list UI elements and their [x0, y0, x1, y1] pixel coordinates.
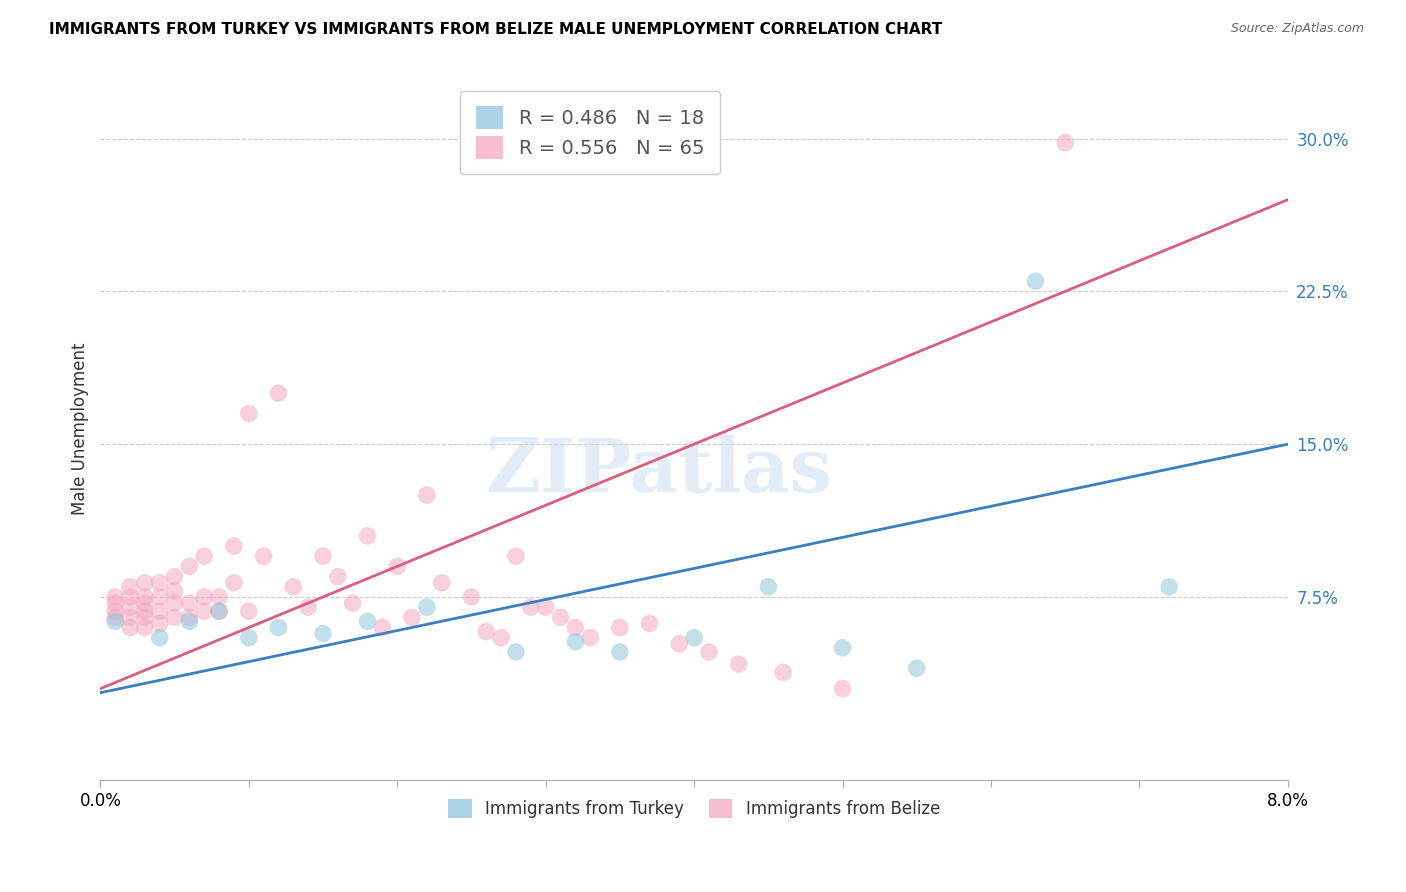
Point [416, 600, 439, 615]
Legend: Immigrants from Turkey, Immigrants from Belize: Immigrants from Turkey, Immigrants from … [441, 792, 946, 825]
Point [683, 631, 706, 645]
Point [208, 604, 231, 618]
Point [489, 631, 512, 645]
Point [208, 590, 231, 604]
Point [312, 626, 335, 640]
Point [163, 596, 186, 610]
Point [638, 616, 661, 631]
Point [1024, 274, 1046, 288]
Point [134, 590, 156, 604]
Point [238, 604, 260, 618]
Point [163, 569, 186, 583]
Point [579, 631, 602, 645]
Point [356, 529, 378, 543]
Point [756, 580, 779, 594]
Point [104, 610, 127, 624]
Point [193, 590, 215, 604]
Point [253, 549, 276, 564]
Point [179, 610, 201, 624]
Point [104, 590, 127, 604]
Point [905, 661, 928, 675]
Point [1159, 580, 1181, 594]
Point [134, 604, 156, 618]
Point [564, 620, 586, 634]
Point [104, 604, 127, 618]
Point [118, 620, 141, 634]
Point [193, 549, 215, 564]
Point [149, 616, 172, 631]
Point [831, 681, 853, 696]
Point [326, 569, 349, 583]
Point [118, 600, 141, 615]
Point [520, 600, 543, 615]
Point [697, 645, 720, 659]
Point [668, 637, 690, 651]
Point [104, 615, 127, 629]
Point [430, 575, 453, 590]
Point [534, 600, 557, 615]
Point [564, 634, 586, 648]
Point [149, 575, 172, 590]
Point [238, 631, 260, 645]
Point [831, 640, 853, 655]
Point [550, 610, 572, 624]
Point [772, 665, 794, 680]
Point [118, 610, 141, 624]
Point [609, 620, 631, 634]
Point [460, 590, 482, 604]
Point [416, 488, 439, 502]
Point [118, 580, 141, 594]
Point [297, 600, 319, 615]
Point [267, 620, 290, 634]
Point [179, 559, 201, 574]
Point [356, 615, 378, 629]
Point [134, 610, 156, 624]
Point [505, 549, 527, 564]
Point [179, 615, 201, 629]
Point [222, 575, 245, 590]
Point [475, 624, 498, 639]
Point [134, 575, 156, 590]
Point [283, 580, 305, 594]
Point [312, 549, 335, 564]
Text: IMMIGRANTS FROM TURKEY VS IMMIGRANTS FROM BELIZE MALE UNEMPLOYMENT CORRELATION C: IMMIGRANTS FROM TURKEY VS IMMIGRANTS FRO… [49, 22, 942, 37]
Point [149, 590, 172, 604]
Point [401, 610, 423, 624]
Point [238, 407, 260, 421]
Text: ZIPatlas: ZIPatlas [485, 434, 832, 508]
Point [609, 645, 631, 659]
Point [342, 596, 364, 610]
Point [104, 596, 127, 610]
Point [222, 539, 245, 553]
Point [179, 596, 201, 610]
Point [163, 583, 186, 598]
Point [371, 620, 394, 634]
Point [267, 386, 290, 401]
Point [149, 604, 172, 618]
Text: Source: ZipAtlas.com: Source: ZipAtlas.com [1230, 22, 1364, 36]
Point [134, 620, 156, 634]
Point [193, 604, 215, 618]
Point [134, 596, 156, 610]
Point [505, 645, 527, 659]
Point [727, 657, 749, 672]
Point [163, 610, 186, 624]
Point [208, 604, 231, 618]
Point [149, 631, 172, 645]
Point [1054, 136, 1077, 150]
Y-axis label: Male Unemployment: Male Unemployment [72, 343, 89, 515]
Point [387, 559, 409, 574]
Point [118, 590, 141, 604]
